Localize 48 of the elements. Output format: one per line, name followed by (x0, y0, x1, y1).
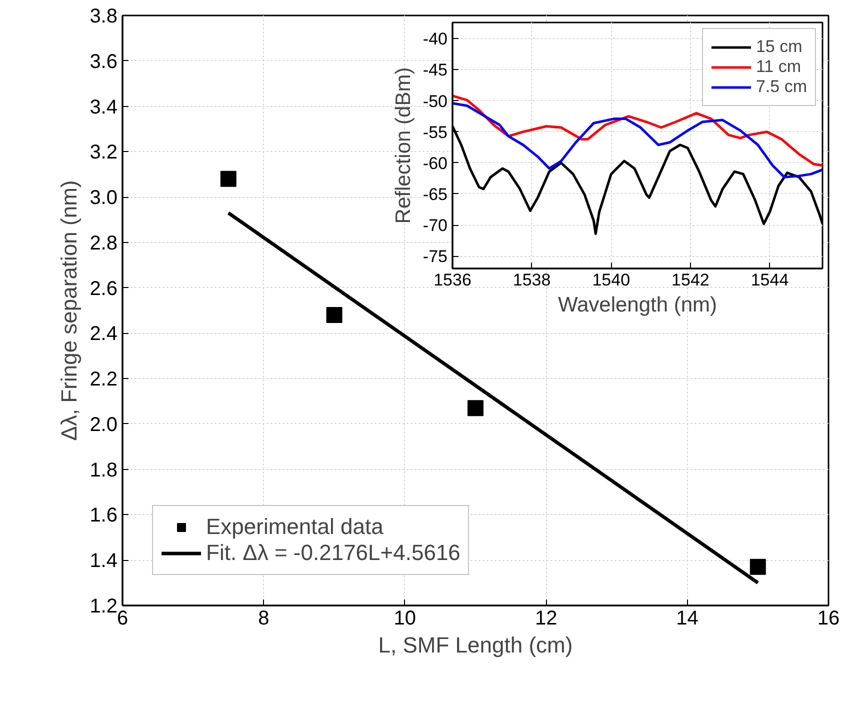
y-tick-label: 3.8 (90, 6, 118, 28)
y-tick-label: 2.8 (90, 232, 118, 254)
y-tick-label: -40 (422, 30, 448, 49)
legend-label: Fit. Δλ = -0.2176L+4.5616 (206, 540, 460, 566)
y-tick-label: 1.6 (90, 504, 118, 527)
x-tick-label: 6 (116, 608, 128, 630)
line-series (452, 94, 822, 167)
legend-label: 7.5 cm (756, 77, 807, 97)
y-tick-label: 2.6 (90, 278, 118, 300)
point (220, 170, 236, 187)
line-series (452, 102, 822, 178)
x-tick-label: 8 (258, 608, 270, 630)
y-axis-title: Reflection (dBm) (392, 67, 415, 224)
legend-label: 11 cm (756, 57, 802, 77)
y-tick-label: 1.4 (90, 550, 118, 572)
legend-label: 15 cm (756, 37, 802, 57)
y-tick-label: -50 (422, 92, 448, 111)
x-tick-label: 12 (534, 608, 558, 630)
x-tick-label: 1540 (592, 270, 630, 290)
x-tick-label: 1542 (672, 270, 710, 290)
point (326, 307, 342, 324)
x-tick-label: 1538 (512, 270, 551, 290)
y-tick-label: 1.8 (90, 459, 118, 482)
y-tick-label: 2.0 (90, 414, 118, 436)
y-tick-label: 3.0 (90, 187, 118, 210)
y-tick-label: -75 (422, 247, 448, 266)
point (468, 400, 484, 416)
y-tick-label: -55 (422, 122, 448, 142)
y-tick-label: -65 (422, 184, 448, 204)
y-tick-label: -60 (422, 154, 448, 173)
x-tick-label: 1536 (434, 270, 472, 290)
x-tick-label: 14 (676, 608, 698, 630)
y-tick-label: 1.2 (90, 596, 118, 618)
x-tick-label: 1544 (750, 270, 789, 290)
point (750, 558, 766, 575)
y-tick-label: -70 (422, 216, 448, 236)
x-axis-title: Wavelength (nm) (558, 294, 718, 316)
y-tick-label: -45 (422, 60, 448, 80)
x-tick-label: 16 (817, 608, 840, 630)
y-axis-title: Δλ, Fringe separation (nm) (56, 180, 82, 441)
y-tick-label: 3.6 (90, 50, 118, 73)
x-tick-label: 10 (394, 608, 416, 630)
x-axis-title: L, SMF Length (cm) (378, 632, 573, 658)
y-tick-label: 2.4 (90, 323, 118, 346)
legend-label: Experimental data (206, 514, 384, 540)
y-tick-label: 3.2 (90, 142, 118, 164)
y-tick-label: 3.4 (90, 96, 118, 118)
y-tick-label: 2.2 (90, 368, 118, 391)
